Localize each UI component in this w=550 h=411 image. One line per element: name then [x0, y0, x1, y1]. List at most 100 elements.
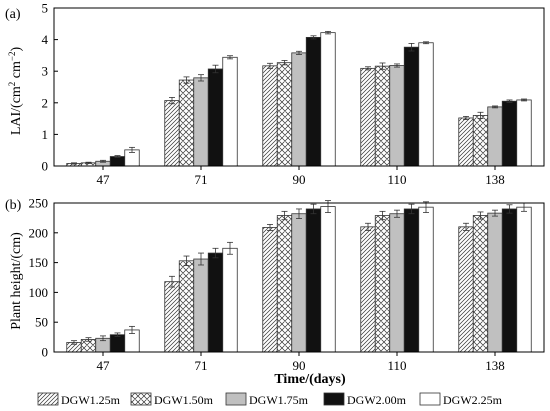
panel-b-bar-90-3: [305, 208, 322, 353]
panel-a-errorbar-71-4: [227, 55, 233, 60]
panel-b-bar-90-4: [320, 206, 336, 353]
panel-b-errorbar-110-3: [408, 203, 415, 215]
panel-a-errorbar-110-2: [394, 63, 400, 68]
panel-b-errorbar-110-0: [365, 222, 371, 231]
panel-a-errorbar-71-3: [212, 64, 219, 74]
panel-a-bar-110-3: [403, 46, 420, 167]
panel-b-bar-47-3: [109, 334, 126, 353]
panel-a-bar-138-2: [487, 106, 503, 167]
panel-b-bar-110-3: [403, 208, 420, 353]
panel-a-xtick-label-138: 138: [485, 172, 505, 187]
panel-b-errorbar-71-0: [169, 275, 175, 288]
panel-b-bar-90-2: [291, 213, 307, 353]
panel-b-xtick-label-110: 110: [387, 358, 406, 373]
panel-a-ytick-label-2: 2: [42, 95, 49, 110]
panel-a-xtick-label-71: 71: [195, 172, 208, 187]
panel-a-bar-71-3: [207, 68, 224, 167]
panel-b-xtick-label-90: 90: [293, 358, 306, 373]
legend-label-DGW2.25m: DGW2.25m: [443, 393, 503, 407]
panel-a-bar-138-0: [458, 117, 474, 167]
panel-b-bar-138-3: [501, 208, 518, 353]
panel-b-bar-71-2: [193, 258, 209, 353]
panel-a-errorbar-71-1: [183, 76, 190, 84]
legend-label-DGW1.25m: DGW1.25m: [61, 393, 121, 407]
legend-swatch-DGW1.25m: [37, 392, 59, 406]
panel-a-bar-71-1: [178, 79, 195, 167]
panel-b-ytick-label-150: 150: [29, 255, 49, 270]
panel-a-frame: [53, 7, 545, 167]
panel-a-label: (a): [5, 7, 21, 22]
panel-a-errorbar-110-0: [365, 66, 371, 71]
panel-b-frame: [53, 202, 545, 353]
panel-a-errorbar-47-0: [71, 162, 77, 165]
legend-swatch-DGW1.50m: [130, 392, 152, 406]
panel-a-errorbar-138-4: [521, 98, 527, 102]
panel-a-bar-138-4: [516, 99, 532, 167]
panel-b-ytick-label-100: 100: [29, 285, 49, 300]
panel-b-label: (b): [5, 198, 22, 213]
panel-b-bar-71-4: [222, 247, 238, 353]
panel-a-errorbar-90-2: [296, 50, 302, 55]
panel-b-errorbar-71-4: [227, 241, 233, 255]
panel-a-ytick-label-5: 5: [42, 1, 49, 16]
panel-a-ytick-label-0: 0: [42, 159, 49, 174]
panel-a: (a) LAI/(cm2 cm−2) 47 71 90 110 138 0 1 2 3 4 5: [5, 1, 545, 187]
panel-b-errorbar-47-1: [85, 337, 92, 342]
panel-b-errorbar-90-2: [296, 208, 302, 219]
panel-b-xtick-label-71: 71: [195, 358, 208, 373]
panel-b-errorbar-90-1: [281, 210, 288, 221]
panel-b-xtick-label-138: 138: [485, 358, 505, 373]
panel-a-ytick-label-4: 4: [42, 32, 49, 47]
panel-a-errorbar-138-0: [463, 115, 469, 120]
panel-a-errorbar-90-3: [310, 35, 317, 40]
panel-b-errorbar-138-3: [506, 204, 513, 214]
panel-a-errorbar-90-4: [325, 30, 331, 35]
panel-a-bar-71-2: [193, 77, 209, 167]
panel-b-errorbar-47-2: [100, 335, 106, 342]
legend-item-DGW1.75m: DGW1.75m: [225, 392, 309, 407]
panel-a-errorbar-90-0: [267, 62, 273, 69]
panel-b-bar-138-2: [487, 212, 503, 353]
panel-b-errorbar-90-3: [310, 203, 317, 215]
panel-a-errorbar-71-0: [169, 97, 175, 105]
panel-a-bar-71-4: [222, 56, 238, 167]
panel-a-ytick-label-1: 1: [42, 127, 49, 142]
panel-b-errorbar-110-4: [423, 201, 429, 213]
panel-b-bar-71-0: [164, 281, 180, 353]
panel-b-bar-110-2: [389, 213, 405, 353]
panel-a-errorbar-138-1: [477, 111, 484, 119]
panel-a-bar-110-2: [389, 65, 405, 167]
panel-b-errorbar-138-1: [477, 211, 484, 220]
panel-b-errorbar-47-4: [129, 325, 135, 334]
panel-b-ylabel: Plant height/(cm): [9, 232, 24, 330]
legend-label-DGW1.50m: DGW1.50m: [154, 393, 214, 407]
panel-a-bar-47-3: [109, 156, 126, 167]
panel-a-bar-90-1: [276, 62, 293, 167]
panel-b: (b) Plant height/(cm) 47 71 90 110 138 0 50 100…: [5, 196, 545, 387]
panel-a-bar-110-4: [418, 42, 434, 167]
panel-b-bar-90-0: [262, 227, 278, 353]
panel-a-errorbar-71-2: [198, 74, 204, 82]
panel-a-ylabel: LAI/(cm2 cm−2): [7, 47, 24, 136]
panel-a-xtick-label-47: 47: [97, 172, 111, 187]
legend-item-DGW1.25m: DGW1.25m: [37, 392, 121, 407]
panel-b-bar-71-1: [178, 260, 195, 353]
panel-b-errorbar-71-3: [212, 247, 219, 259]
panel-b-ytick-label-50: 50: [35, 315, 48, 330]
legend-item-DGW2.00m: DGW2.00m: [323, 392, 407, 407]
panel-a-errorbar-138-3: [506, 99, 513, 103]
panel-a-errorbar-110-3: [408, 42, 415, 52]
panel-a-bar-90-3: [305, 36, 322, 167]
panel-a-bar-138-1: [472, 115, 489, 167]
panel-b-bar-138-1: [472, 215, 489, 353]
panel-b-bar-138-4: [516, 206, 532, 353]
panel-a-ytick-label-3: 3: [42, 64, 49, 79]
panel-a-errorbar-47-4: [129, 146, 135, 153]
panel-b-bar-110-1: [374, 215, 391, 353]
panel-b-errorbar-138-2: [492, 209, 498, 217]
panel-a-plot: 47 71 90 110 138 0 1 2 3 4 5: [42, 1, 545, 187]
panel-b-errorbar-71-1: [183, 255, 190, 266]
panel-b-errorbar-47-3: [114, 332, 121, 337]
panel-a-errorbar-110-1: [379, 62, 386, 70]
